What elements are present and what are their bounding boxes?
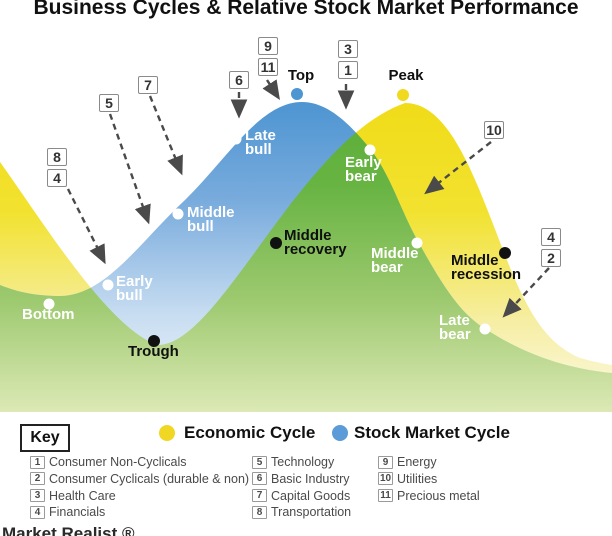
phase-label-middle-recession: Middle recession [451,252,522,283]
phase-label-middle-recovery: Middle recovery [284,227,347,258]
sector-number-badge: 7 [252,489,267,503]
economic-cycle-dot-icon [159,425,175,441]
callout-box-3: 3 [338,40,358,58]
sector-name: Capital Goods [271,488,351,503]
sector-item-9: 9 Energy [378,455,437,469]
sector-name: Technology [271,455,335,469]
sector-number-badge: 10 [378,472,393,486]
sector-item-1: 1 Consumer Non-Cyclicals [30,455,187,469]
callout-box-4: 4 [47,169,67,187]
phase-dot-top [291,88,303,100]
page-title: Business Cycles & Relative Stock Market … [33,0,579,19]
sector-number-badge: 3 [30,489,45,503]
sector-item-5: 5 Technology [252,455,334,469]
phase-dot-middle-recession [499,247,511,259]
sector-item-2: 2 Consumer Cyclicals (durable & non) [30,472,249,486]
sector-name: Consumer Cyclicals (durable & non) [49,471,250,486]
phase-label-late-bear: Late bear [439,312,471,343]
phase-dot-bottom [43,298,55,310]
callout-arrow-m7 [148,95,183,176]
sector-item-7: 7 Capital Goods [252,489,350,503]
sector-name: Utilities [397,471,438,486]
phase-dot-late-bull [230,133,242,145]
phase-dot-late-bear [479,323,491,335]
sector-number-badge: 5 [252,455,267,469]
phase-dot-middle-recovery [270,237,282,249]
callout-box-1: 1 [338,61,358,79]
callout-box-10: 10 [484,121,504,139]
sector-name: Financials [49,505,106,520]
sector-item-6: 6 Basic Industry [252,472,350,486]
phase-label-late-bull: Late bull [245,127,276,158]
phase-label-top: Top [287,67,315,84]
callout-arrow-m5 [108,113,151,225]
sector-name: Health Care [49,488,116,503]
callout-arrow-m84 [66,188,106,265]
sector-number-badge: 11 [378,489,393,503]
sector-item-10: 10 Utilities [378,472,437,486]
sector-item-4: 4 Financials [30,505,105,519]
watermark-logo: Market Realist ® [2,524,135,536]
callout-box-9: 9 [258,37,278,55]
callout-arrow-m42 [502,267,550,318]
phase-dot-early-bear [364,144,376,156]
stock-market-cycle-dot-icon [332,425,348,441]
sector-name: Consumer Non-Cyclicals [49,455,187,469]
phase-label-middle-bear: Middle bear [371,245,419,276]
sector-name: Precious metal [397,488,480,503]
sector-item-11: 11 Precious metal [378,489,480,503]
stock-market-cycle-key-label: Stock Market Cycle [354,423,510,442]
sector-number-badge: 6 [252,472,267,486]
phase-dot-middle-bull [172,208,184,220]
sector-item-3: 3 Health Care [30,489,116,503]
sector-name: Transportation [271,505,352,520]
sector-item-8: 8 Transportation [252,505,351,519]
phase-dot-early-bull [102,279,114,291]
phase-label-early-bull: Early bull [116,273,153,304]
callout-box-8: 8 [47,148,67,166]
callout-arrow-m911 [262,79,280,101]
callout-box-7: 7 [138,76,158,94]
key-title: Key [30,429,60,446]
sector-name: Energy [397,455,437,469]
phase-dot-middle-bear [411,237,423,249]
callout-box-11: 11 [258,58,278,76]
phase-dots [43,88,511,347]
callout-arrow-m10 [424,141,492,195]
phase-label-early-bear: Early bear [345,154,382,185]
phase-dot-trough [148,335,160,347]
sector-number-badge: 1 [30,455,45,469]
phase-label-middle-bull: Middle bull [187,204,235,235]
callout-box-6: 6 [229,71,249,89]
phase-label-trough: Trough [128,343,179,360]
sector-number-badge: 4 [30,505,45,519]
callout-box-2: 2 [541,249,561,267]
sector-number-badge: 8 [252,505,267,519]
phase-label-bottom: Bottom [22,306,75,323]
economic-cycle-key-label: Economic Cycle [184,423,316,442]
sector-name: Basic Industry [271,471,350,486]
phase-label-peak: Peak [388,67,424,84]
callout-arrows [66,79,550,318]
cycles-chart [0,79,612,412]
phase-dot-peak [397,89,409,101]
sector-number-badge: 2 [30,472,45,486]
callout-box-5: 5 [99,94,119,112]
callout-box-4: 4 [541,228,561,246]
key-title-box: Key [20,424,70,452]
sector-number-badge: 9 [378,455,393,469]
